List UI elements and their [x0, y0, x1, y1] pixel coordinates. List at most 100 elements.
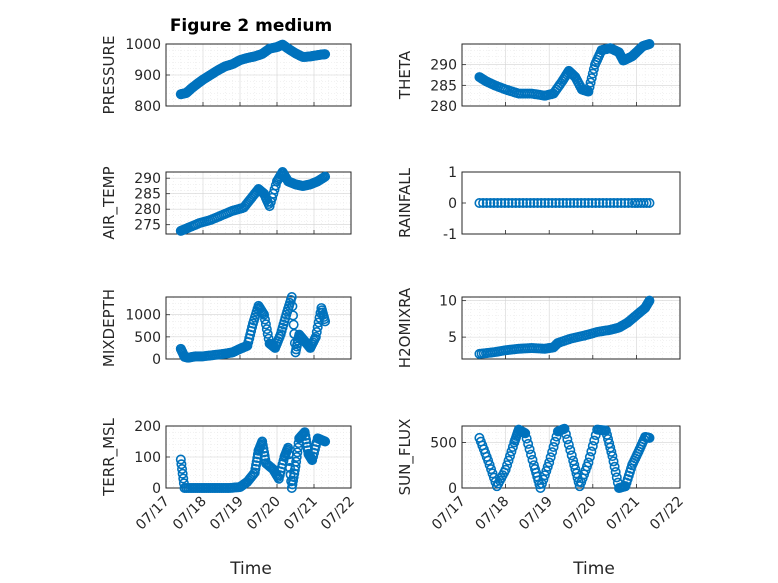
y-tick-label: 500 — [430, 435, 457, 451]
data-point — [287, 479, 298, 490]
data-point — [310, 331, 321, 342]
y-tick-label: 200 — [134, 419, 161, 435]
data-point — [601, 198, 612, 209]
y-axis-label: SUN_FLUX — [396, 419, 415, 496]
x-tick-label: 07/17 — [133, 494, 173, 534]
data-point — [250, 463, 261, 474]
data-point — [543, 198, 554, 209]
data-point — [609, 461, 620, 472]
data-point — [608, 456, 619, 467]
data-point — [619, 198, 630, 209]
data-point — [586, 446, 597, 457]
data-point — [587, 441, 598, 452]
data-point — [486, 464, 497, 475]
data-point — [312, 322, 323, 333]
y-tick-label: 1000 — [125, 37, 161, 53]
data-point — [507, 198, 518, 209]
axes-frame — [165, 296, 352, 360]
data-point — [545, 452, 556, 463]
data-point — [532, 198, 543, 209]
y-axis-label: RAINFALL — [396, 167, 414, 238]
data-point — [561, 198, 572, 209]
data-point — [504, 451, 515, 462]
y-tick-label: 0 — [448, 481, 457, 497]
data-point — [506, 446, 517, 457]
x-tick-label: 07/21 — [281, 494, 321, 534]
y-tick-label: 0 — [152, 352, 161, 368]
data-point — [587, 198, 598, 209]
data-point — [565, 445, 576, 456]
data-point — [481, 198, 492, 209]
data-point — [566, 450, 577, 461]
data-point — [284, 456, 295, 467]
data-point — [523, 438, 534, 449]
data-point — [568, 198, 579, 209]
y-axis-label: H2OMIXRA — [396, 287, 414, 368]
data-point — [288, 319, 299, 330]
data-point — [291, 456, 302, 467]
data-point — [524, 444, 535, 455]
data-point — [262, 328, 273, 339]
data-point — [586, 73, 597, 84]
data-point — [548, 441, 559, 452]
data-point — [536, 198, 547, 209]
data-point — [559, 423, 570, 434]
subplot-theta: 280 285 290 THETA — [396, 38, 681, 115]
data-point — [257, 440, 268, 451]
data-point — [311, 327, 322, 338]
data-point — [538, 474, 549, 485]
data-point — [521, 433, 532, 444]
subplot-pressure: 800 900 1000 PRESSURE — [100, 36, 352, 115]
data-point — [554, 198, 565, 209]
data-point — [597, 198, 608, 209]
data-point — [526, 449, 537, 460]
y-axis-label: THETA — [396, 50, 414, 100]
y-tick-label: 285 — [134, 187, 161, 203]
data-point — [288, 310, 299, 321]
y-tick-label: 1 — [448, 165, 457, 181]
data-point — [259, 447, 270, 458]
y-tick-label: 900 — [134, 68, 161, 84]
x-tick-label: 07/20 — [560, 494, 600, 534]
data-point — [541, 465, 552, 476]
data-point — [320, 171, 331, 182]
y-tick-label: 5 — [448, 330, 457, 346]
data-point — [320, 316, 331, 327]
data-point — [259, 309, 270, 320]
data-point — [527, 454, 538, 465]
data-point — [487, 468, 498, 479]
axes-frame — [461, 425, 681, 489]
data-point — [583, 457, 594, 468]
y-tick-label: 10 — [439, 294, 457, 310]
data-point — [583, 198, 594, 209]
data-point — [584, 451, 595, 462]
data-point — [176, 459, 187, 470]
data-point — [507, 441, 518, 452]
data-point — [587, 68, 598, 79]
data-point — [525, 198, 536, 209]
data-point — [290, 461, 301, 472]
data-point — [536, 478, 547, 489]
x-tick-label: 07/19 — [207, 494, 247, 534]
data-point — [585, 77, 596, 88]
data-point — [258, 443, 269, 454]
data-point — [612, 198, 623, 209]
figure-title: Figure 2 medium — [170, 16, 332, 36]
data-point — [518, 198, 529, 209]
data-point — [503, 455, 514, 466]
data-point — [260, 319, 271, 330]
x-tick-label: 07/18 — [473, 494, 513, 534]
data-point — [562, 434, 573, 445]
x-tick-label: 07/21 — [603, 494, 643, 534]
x-tick-label: 07/22 — [318, 494, 358, 534]
data-point — [478, 198, 489, 209]
x-tick-label: 07/22 — [647, 494, 687, 534]
y-tick-label: 275 — [134, 218, 161, 234]
data-point — [288, 472, 299, 483]
data-point — [251, 460, 262, 471]
data-point — [638, 198, 649, 209]
axes-frame — [461, 296, 681, 360]
data-point — [539, 470, 550, 481]
